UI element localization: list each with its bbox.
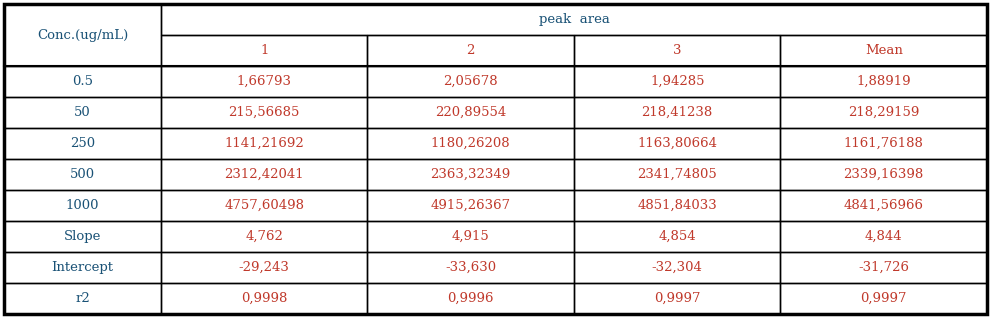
Text: 50: 50 <box>74 106 91 119</box>
Text: 4851,84033: 4851,84033 <box>637 199 717 212</box>
Text: 4841,56966: 4841,56966 <box>843 199 924 212</box>
Bar <box>781 252 987 283</box>
Bar <box>161 159 368 190</box>
Bar <box>781 283 987 314</box>
Text: 2363,32349: 2363,32349 <box>430 168 510 181</box>
Bar <box>781 221 987 252</box>
Bar <box>161 252 368 283</box>
Text: 4,915: 4,915 <box>452 230 490 243</box>
Bar <box>781 159 987 190</box>
Text: 215,56685: 215,56685 <box>229 106 300 119</box>
Bar <box>574 252 781 283</box>
Text: 1180,26208: 1180,26208 <box>431 137 510 150</box>
Bar <box>161 190 368 221</box>
Text: 2,05678: 2,05678 <box>443 75 498 88</box>
Text: -33,630: -33,630 <box>445 261 496 274</box>
Bar <box>368 252 574 283</box>
Text: 1: 1 <box>260 44 269 57</box>
Bar <box>4 66 161 97</box>
Bar <box>781 97 987 128</box>
Text: 2312,42041: 2312,42041 <box>224 168 304 181</box>
Text: 0,9997: 0,9997 <box>654 292 701 305</box>
Bar <box>368 35 574 66</box>
Bar <box>161 4 987 35</box>
Text: 0.5: 0.5 <box>72 75 93 88</box>
Bar <box>161 66 368 97</box>
Bar <box>161 283 368 314</box>
Text: peak  area: peak area <box>538 13 609 26</box>
Bar <box>781 66 987 97</box>
Bar <box>781 35 987 66</box>
Text: 250: 250 <box>70 137 95 150</box>
Text: 0,9996: 0,9996 <box>448 292 494 305</box>
Text: 1161,76188: 1161,76188 <box>843 137 924 150</box>
Text: 220,89554: 220,89554 <box>435 106 506 119</box>
Bar <box>781 128 987 159</box>
Text: 4,844: 4,844 <box>865 230 903 243</box>
Text: 4,762: 4,762 <box>245 230 283 243</box>
Bar <box>161 221 368 252</box>
Text: r2: r2 <box>75 292 90 305</box>
Text: -32,304: -32,304 <box>652 261 703 274</box>
Bar <box>574 283 781 314</box>
Bar <box>574 128 781 159</box>
Bar <box>4 283 161 314</box>
Bar <box>4 4 161 66</box>
Bar <box>4 190 161 221</box>
Text: 2339,16398: 2339,16398 <box>843 168 924 181</box>
Text: 1,88919: 1,88919 <box>856 75 911 88</box>
Bar <box>574 35 781 66</box>
Text: Slope: Slope <box>63 230 101 243</box>
Bar <box>368 190 574 221</box>
Bar <box>161 128 368 159</box>
Bar <box>574 190 781 221</box>
Text: 218,41238: 218,41238 <box>641 106 713 119</box>
Bar <box>368 97 574 128</box>
Bar <box>574 97 781 128</box>
Bar <box>4 159 161 190</box>
Text: 2: 2 <box>467 44 475 57</box>
Text: Conc.(ug/mL): Conc.(ug/mL) <box>37 29 128 42</box>
Bar <box>4 97 161 128</box>
Bar <box>368 66 574 97</box>
Bar <box>4 128 161 159</box>
Text: 0,9997: 0,9997 <box>860 292 907 305</box>
Bar <box>574 66 781 97</box>
Bar <box>368 283 574 314</box>
Bar <box>4 221 161 252</box>
Bar <box>368 128 574 159</box>
Text: 4757,60498: 4757,60498 <box>224 199 304 212</box>
Bar <box>574 221 781 252</box>
Text: 4,854: 4,854 <box>658 230 696 243</box>
Bar <box>161 97 368 128</box>
Text: 500: 500 <box>70 168 95 181</box>
Bar <box>161 35 368 66</box>
Bar <box>574 159 781 190</box>
Text: 1,66793: 1,66793 <box>237 75 291 88</box>
Text: Intercept: Intercept <box>52 261 113 274</box>
Text: 4915,26367: 4915,26367 <box>431 199 510 212</box>
Text: 1,94285: 1,94285 <box>650 75 705 88</box>
Text: 3: 3 <box>673 44 682 57</box>
Bar <box>368 221 574 252</box>
Bar <box>368 159 574 190</box>
Text: -29,243: -29,243 <box>239 261 289 274</box>
Text: -31,726: -31,726 <box>858 261 909 274</box>
Text: Mean: Mean <box>865 44 903 57</box>
Bar <box>781 190 987 221</box>
Text: 1141,21692: 1141,21692 <box>224 137 304 150</box>
Text: 0,9998: 0,9998 <box>241 292 287 305</box>
Text: 218,29159: 218,29159 <box>848 106 920 119</box>
Text: 2341,74805: 2341,74805 <box>637 168 717 181</box>
Text: 1163,80664: 1163,80664 <box>637 137 717 150</box>
Bar <box>4 252 161 283</box>
Text: 1000: 1000 <box>65 199 99 212</box>
